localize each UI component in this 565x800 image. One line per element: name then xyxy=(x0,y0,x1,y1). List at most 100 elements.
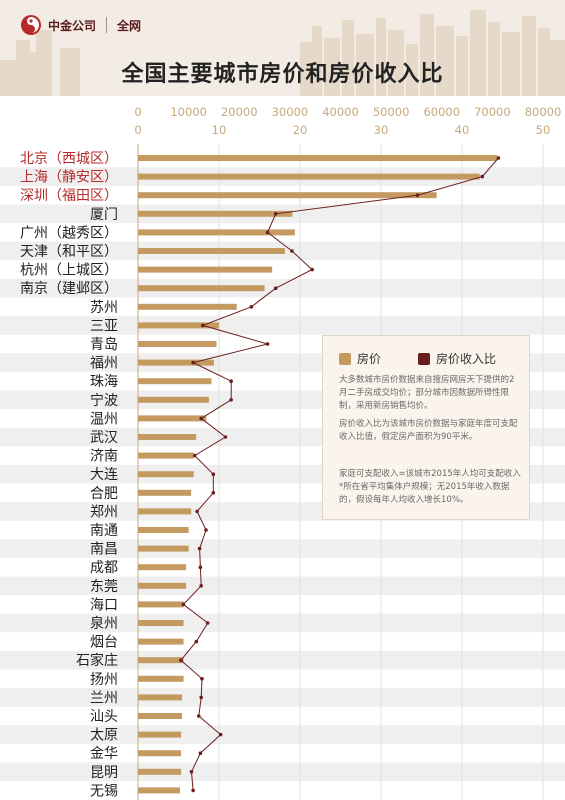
point-ratio xyxy=(194,639,199,644)
bar-price xyxy=(138,210,293,217)
skyline-building-21 xyxy=(550,40,565,96)
category-label: 杭州（上城区） xyxy=(20,263,118,279)
bar-price xyxy=(138,489,192,496)
legend-swatch-price xyxy=(339,352,351,365)
category-label: 温州 xyxy=(90,411,118,427)
legend-swatch-ratio xyxy=(418,352,430,365)
legend-box: 房价 房价收入比 大多数城市房价数据来自搜房网房天下提供的2月二手房成交均价；部… xyxy=(322,335,530,520)
skyline-building-10 xyxy=(376,18,386,96)
skyline-decoration xyxy=(0,10,565,96)
bar-price xyxy=(138,359,214,366)
bar-price xyxy=(138,657,184,664)
skyline-building-11 xyxy=(388,30,404,96)
point-ratio xyxy=(191,788,195,793)
legend-label-price: 房价 xyxy=(357,352,382,366)
category-label: 苏州 xyxy=(90,300,118,316)
x-top-tick-label: 20000 xyxy=(221,105,258,119)
category-label: 天津（和平区） xyxy=(20,244,118,260)
point-ratio xyxy=(199,584,203,588)
x-top-tick-label: 40000 xyxy=(322,105,359,119)
category-label: 厦门 xyxy=(90,207,118,223)
category-label: 武汉 xyxy=(90,430,118,446)
point-ratio xyxy=(273,212,278,216)
category-label: 济南 xyxy=(90,449,118,465)
row-stripe xyxy=(0,688,565,707)
category-label: 三亚 xyxy=(90,318,118,334)
x-bottom-tick-label: 50 xyxy=(536,123,551,137)
bar-price xyxy=(138,508,192,515)
point-ratio xyxy=(191,360,195,365)
bar-price xyxy=(138,750,182,757)
bar-price xyxy=(138,266,273,273)
category-label: 海口 xyxy=(90,597,118,613)
point-ratio xyxy=(197,546,202,551)
row-stripe xyxy=(0,278,565,298)
point-ratio xyxy=(198,751,203,755)
legend-item-ratio: 房价收入比 xyxy=(418,350,496,367)
category-label: 福州 xyxy=(90,356,118,372)
x-top-tick-label: 60000 xyxy=(423,105,460,119)
point-ratio xyxy=(211,491,216,495)
category-label: 无锡 xyxy=(90,783,118,799)
category-label: 昆明 xyxy=(90,765,118,781)
bar-price xyxy=(138,768,182,775)
category-label: 兰州 xyxy=(90,690,118,706)
row-stripe xyxy=(0,725,565,744)
bar-price xyxy=(138,155,498,161)
point-ratio xyxy=(195,509,199,514)
brand-separator xyxy=(106,17,108,33)
bar-price xyxy=(138,285,265,292)
point-ratio xyxy=(189,770,194,774)
point-ratio xyxy=(415,193,420,197)
category-label: 石家庄 xyxy=(76,652,118,669)
bar-price xyxy=(138,471,194,478)
point-ratio xyxy=(211,472,216,477)
bar-price xyxy=(138,173,480,180)
row-stripe xyxy=(0,576,565,596)
category-label: 珠海 xyxy=(90,374,118,390)
legend-note-ratio: 房价收入比为该城市房价数据与家庭年度可支配收入比值，假定房产面积为90平米。 xyxy=(339,419,518,442)
x-top-tick-label: 80000 xyxy=(525,105,562,119)
legend-item-price: 房价 xyxy=(339,350,381,367)
bar-price xyxy=(138,582,187,589)
x-bottom-tick-label: 40 xyxy=(455,123,470,137)
point-ratio xyxy=(265,342,270,346)
bar-price xyxy=(138,787,181,794)
skyline-building-16 xyxy=(470,10,486,96)
point-ratio xyxy=(201,323,205,328)
category-label: 扬州 xyxy=(90,672,118,688)
skyline-building-2 xyxy=(28,52,38,96)
legend-label-ratio: 房价收入比 xyxy=(436,352,497,366)
x-bottom-tick-label: 30 xyxy=(374,123,389,137)
x-bottom-tick-label: 0 xyxy=(134,123,141,137)
point-ratio xyxy=(310,267,314,272)
category-label: 合肥 xyxy=(90,486,118,502)
point-ratio xyxy=(290,249,294,253)
x-top-tick-label: 50000 xyxy=(373,105,410,119)
bar-price xyxy=(138,564,187,571)
category-label: 南通 xyxy=(90,523,118,539)
category-label: 南京（建邺区） xyxy=(20,281,118,297)
legend-note-source: 大多数城市房价数据来自搜房网房天下提供的2月二手房成交均价；部分城市因数据所得性… xyxy=(339,375,515,411)
x-top-tick-label: 0 xyxy=(134,105,141,119)
point-ratio xyxy=(196,714,201,718)
bar-price xyxy=(138,452,194,459)
point-ratio xyxy=(218,732,223,737)
skyline-building-0 xyxy=(0,60,18,96)
bar-price xyxy=(138,378,212,385)
category-label: 深圳（福田区） xyxy=(20,188,118,204)
bar-price xyxy=(138,601,184,608)
bar-price xyxy=(138,675,184,682)
skyline-building-18 xyxy=(502,32,520,96)
skyline-building-15 xyxy=(456,36,468,96)
x-top-tick-label: 10000 xyxy=(170,105,207,119)
category-label: 广州（越秀区） xyxy=(20,225,118,241)
category-label: 太原 xyxy=(90,728,118,744)
bar-price xyxy=(138,545,189,552)
category-label: 宁波 xyxy=(90,392,118,409)
point-ratio xyxy=(223,435,228,439)
bar-price xyxy=(138,341,217,347)
skyline-building-12 xyxy=(406,44,418,96)
bar-price xyxy=(138,303,237,310)
skyline-building-1 xyxy=(16,40,30,96)
